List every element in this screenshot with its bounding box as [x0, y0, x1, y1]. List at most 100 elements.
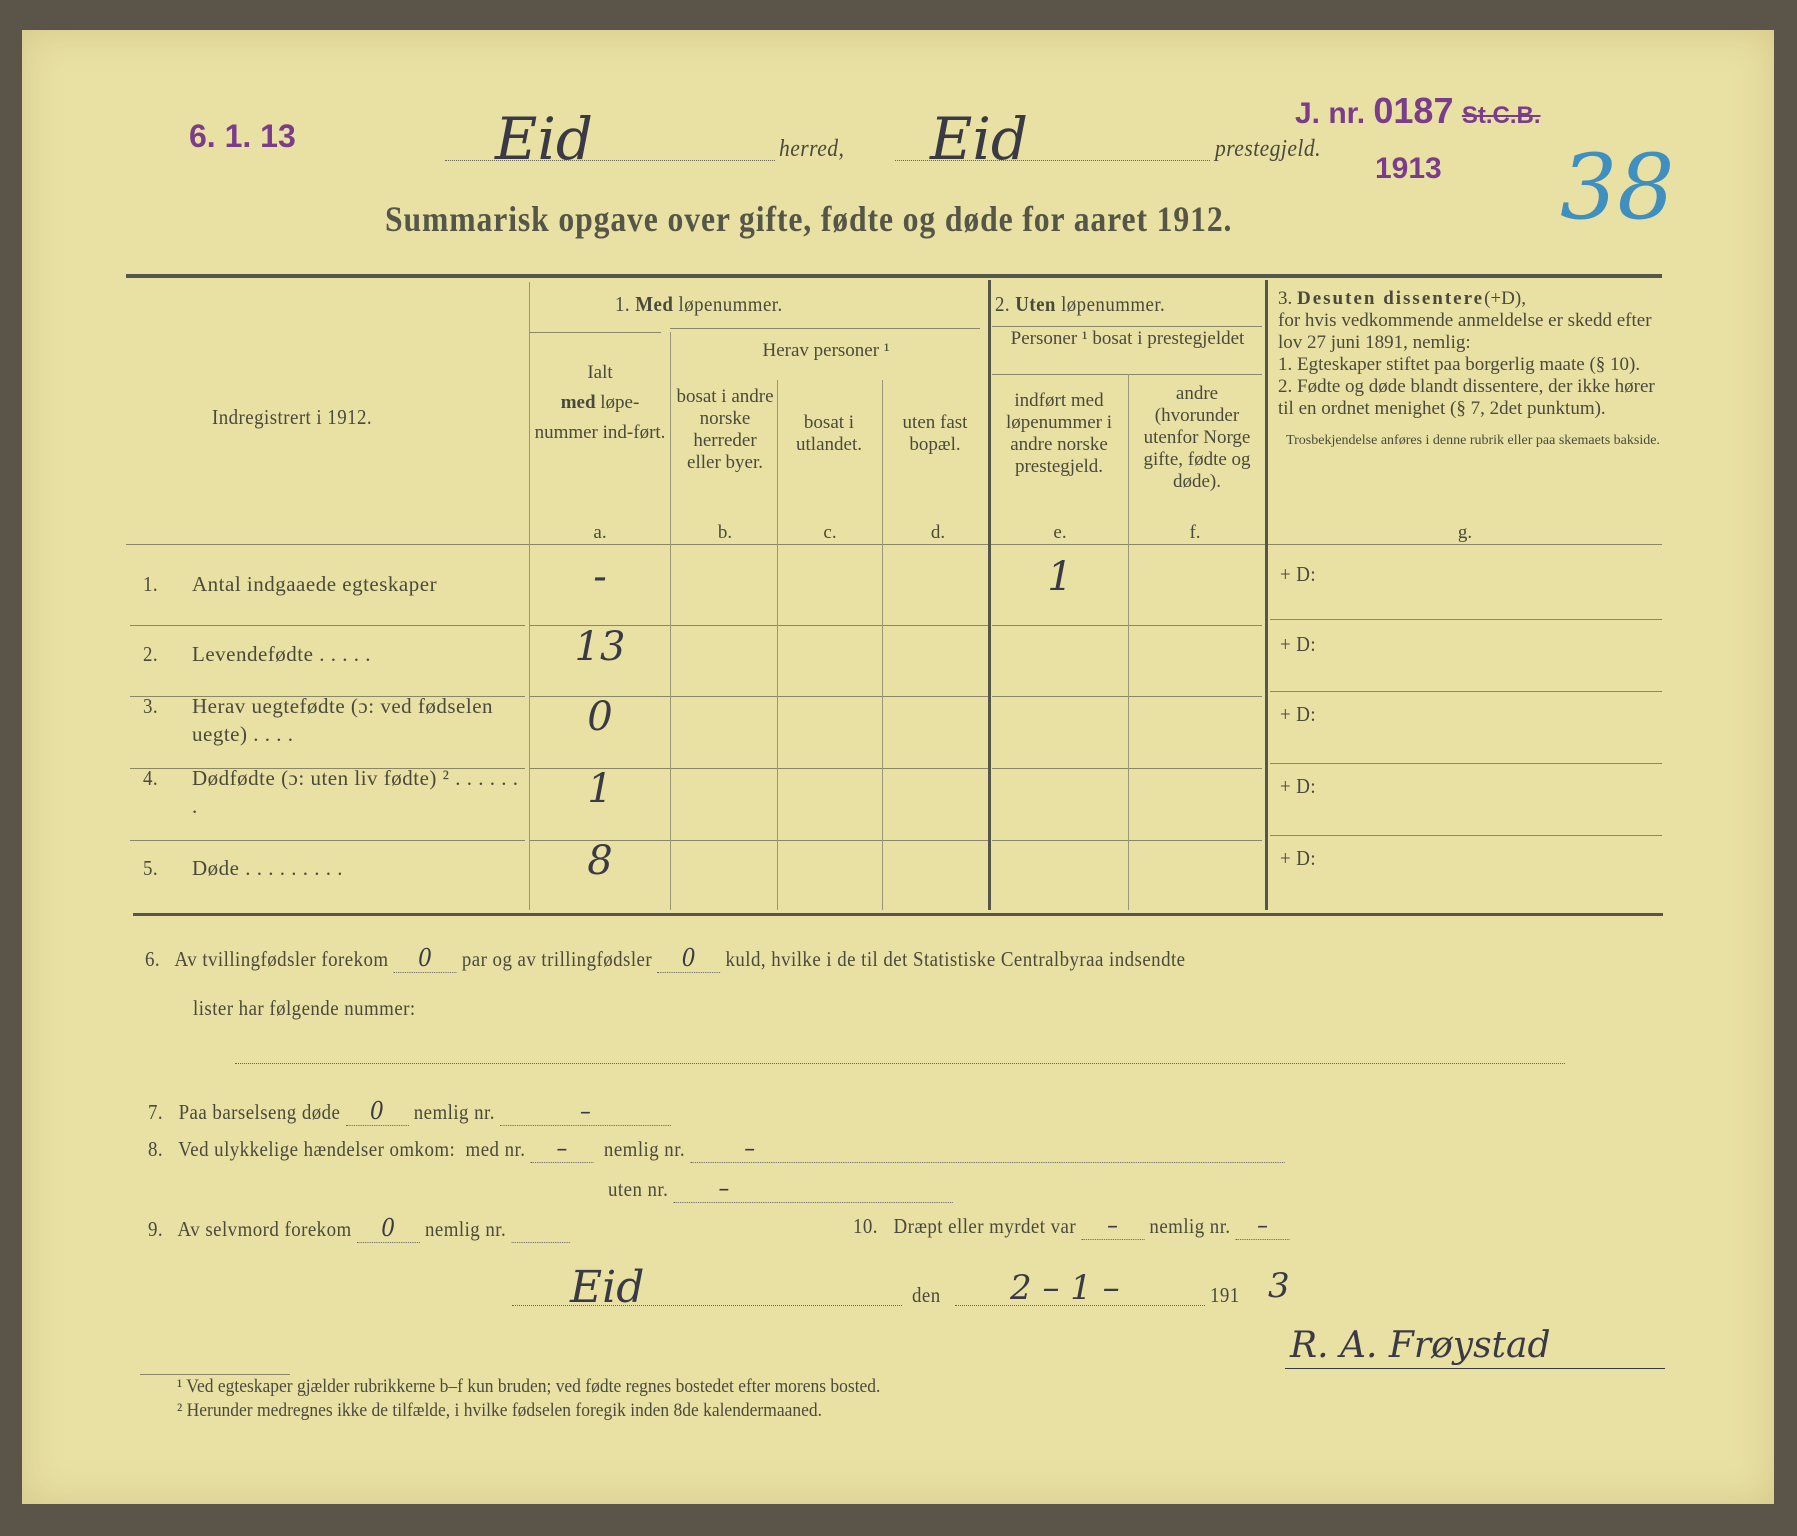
personer-header: Personer ¹ bosat i prestegjeldet — [1010, 328, 1245, 349]
group2-num: 2. — [995, 292, 1011, 316]
item-6-text2: par og av trillingfødsler — [461, 947, 653, 971]
journal-stamp: J. nr. 0187 St.C.B. — [1295, 90, 1541, 132]
item-8-uten: uten nr. – — [608, 1174, 953, 1203]
col-f-letter: f. — [1189, 522, 1201, 543]
group2-rest: løpenummer. — [1061, 292, 1166, 316]
footnote-2: ² Herunder medregnes ikke de tilfælde, i… — [177, 1400, 822, 1421]
col-e-header: indført med løpenummer i andre norske pr… — [1005, 390, 1113, 477]
row-value-a: 1 — [587, 766, 613, 812]
row-dissenter: + D: — [1280, 846, 1317, 870]
item-8-text1: Ved ulykkelige hændelser omkom: — [178, 1137, 456, 1161]
row-value-e: 1 — [1047, 554, 1073, 600]
group3-num: 3. — [1278, 288, 1293, 309]
item-7-num: 7. — [148, 1100, 164, 1124]
item-8-uten-label: uten nr. — [608, 1177, 669, 1201]
ulykke-uten-value: – — [673, 1174, 953, 1203]
item-9: 9. Av selvmord forekom 0 nemlig nr. — [148, 1214, 570, 1243]
group3-item1: 1. Egteskaper stiftet paa borgerlig maat… — [1278, 354, 1641, 375]
group3-note: Trosbekjendelse anføres i denne rubrik e… — [1286, 433, 1660, 448]
group2-bold: Uten — [1015, 292, 1056, 316]
col-g-letter: g. — [1457, 522, 1473, 543]
ulykke-med-value: – — [530, 1134, 594, 1163]
year-suffix: 3 — [1268, 1266, 1290, 1306]
row-label: Antal indgaaede egteskaper — [192, 572, 438, 596]
item-10-text2: nemlig nr. — [1149, 1214, 1231, 1238]
item-8-num: 8. — [148, 1137, 164, 1161]
item-7: 7. Paa barselseng døde 0 nemlig nr. – — [148, 1097, 672, 1126]
item-8-nemlig: nemlig nr. — [603, 1137, 686, 1161]
item-6-text1: Av tvillingfødsler forekom — [174, 947, 389, 971]
col-a-header: Ialt med løpe-nummer ind-ført. — [532, 358, 668, 448]
row-dissenter: + D: — [1280, 774, 1317, 798]
prestegjeld-value: Eid — [930, 105, 1029, 173]
row-header: Indregistrert i 1912. — [212, 405, 373, 429]
journal-prefix: J. nr. — [1295, 97, 1366, 130]
col-d-header: uten fast bopæl. — [902, 412, 968, 455]
item-7-text1: Paa barselseng døde — [178, 1100, 341, 1124]
row-label: Levendefødte . . . . . — [192, 642, 371, 666]
row-label: Herav uegtefødte (ɔ: ved fødselen uegte)… — [192, 694, 494, 746]
col-c-header: bosat i utlandet. — [796, 412, 862, 455]
item-10: 10. Dræpt eller myrdet var – nemlig nr. … — [853, 1211, 1290, 1240]
group1-rest: løpenummer. — [678, 292, 783, 316]
row-label: Dødfødte (ɔ: uten liv fødte) ² . . . . .… — [192, 766, 519, 818]
row-num: 5. — [143, 856, 159, 880]
item-10-text1: Dræpt eller myrdet var — [893, 1214, 1077, 1238]
barselseng-nr: – — [500, 1097, 672, 1126]
row-num: 2. — [143, 642, 159, 666]
row-num: 1. — [143, 572, 159, 596]
item-9-text2: nemlig nr. — [424, 1217, 507, 1241]
group3-header: 3. Desuten dissentere(+D), for hvis vedk… — [1278, 288, 1668, 449]
signature: R. A. Frøystad — [1290, 1325, 1551, 1366]
herav-header: Herav personer ¹ — [762, 340, 890, 361]
group1-num: 1. — [615, 292, 631, 316]
triplets-value: 0 — [657, 944, 721, 973]
row-num: 3. — [143, 694, 159, 718]
page-title: Summarisk opgave over gifte, fødte og dø… — [385, 199, 1233, 239]
footnote-1: ¹ Ved egteskaper gjælder rubrikkerne b–f… — [177, 1376, 881, 1397]
group3-body: for hvis vedkommende anmeldelse er skedd… — [1278, 310, 1652, 353]
row-label: Døde . . . . . . . . . — [192, 856, 343, 880]
twins-value: 0 — [393, 944, 457, 973]
row-value-a: 0 — [587, 694, 613, 740]
col-b-header: bosat i andre norske herreder eller byer… — [676, 386, 774, 473]
item-7-text2: nemlig nr. — [413, 1100, 495, 1124]
draept-nr: – — [1235, 1211, 1290, 1240]
draept-value: – — [1081, 1211, 1145, 1240]
row-value-a: 8 — [587, 838, 613, 884]
col-f-header: andre (hvorunder utenfor Norge gifte, fø… — [1143, 383, 1251, 492]
den-label: den — [912, 1283, 941, 1307]
date-value: 2 – 1 – — [1010, 1268, 1120, 1308]
item-8: 8. Ved ulykkelige hændelser omkom: med n… — [148, 1134, 1285, 1163]
barselseng-value: 0 — [345, 1097, 409, 1126]
row-value-a: 13 — [574, 624, 626, 670]
row-value-a: - — [593, 554, 607, 600]
item-8-med: med nr. — [465, 1137, 526, 1161]
herred-label: herred, — [779, 136, 845, 162]
col-d-letter: d. — [930, 522, 946, 543]
col-a-line2: løpe-nummer ind-ført. — [534, 392, 666, 443]
group2-header: 2. Uten løpenummer. — [995, 292, 1165, 317]
blue-pencil-number: 38 — [1560, 135, 1675, 240]
selvmord-value: 0 — [356, 1214, 420, 1243]
item-6-text4: lister har følgende nummer: — [193, 996, 416, 1020]
herred-value: Eid — [495, 105, 594, 173]
col-a-letter: a. — [593, 522, 607, 543]
col-b-letter: b. — [717, 522, 733, 543]
group1-header: 1. Med løpenummer. — [615, 292, 783, 317]
group3-bold: Desuten dissentere — [1297, 288, 1485, 309]
year-prefix: 191 — [1210, 1283, 1240, 1307]
journal-office: St.C.B. — [1461, 102, 1541, 129]
row-dissenter: + D: — [1280, 562, 1317, 586]
place-value: Eid — [570, 1262, 645, 1313]
item-10-num: 10. — [853, 1214, 878, 1238]
row-dissenter: + D: — [1280, 702, 1317, 726]
item-6-text3: kuld, hvilke i de til det Statistiske Ce… — [725, 947, 1186, 971]
group1-bold: Med — [635, 292, 674, 316]
col-e-letter: e. — [1053, 522, 1067, 543]
row-num: 4. — [143, 766, 159, 790]
journal-year: 1913 — [1375, 152, 1442, 185]
item-9-text1: Av selvmord forekom — [177, 1217, 352, 1241]
prestegjeld-label: prestegjeld. — [1215, 136, 1321, 162]
item-9-num: 9. — [148, 1217, 164, 1241]
